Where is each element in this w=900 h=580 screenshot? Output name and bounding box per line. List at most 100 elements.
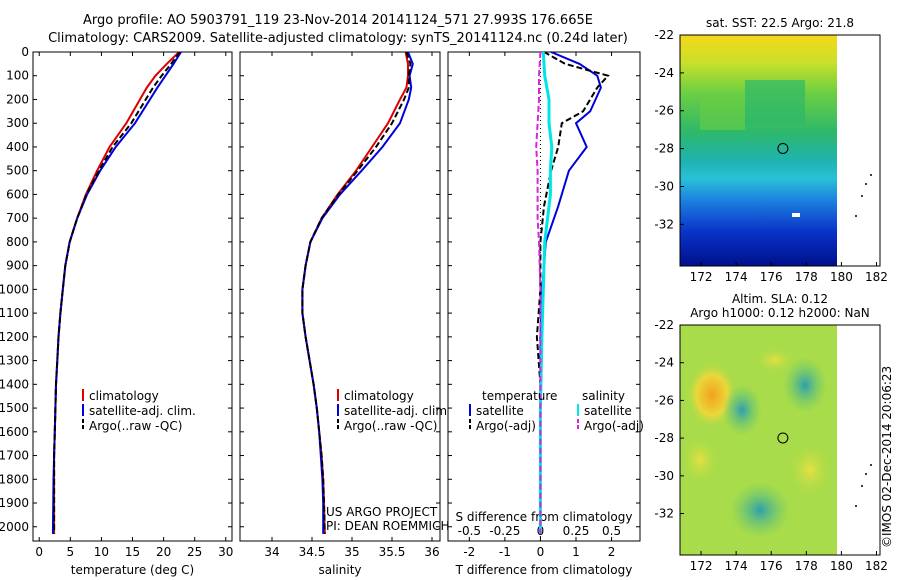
- map-x-tick-label: 182: [865, 559, 888, 573]
- legend-label: Argo(-adj): [584, 419, 644, 433]
- y-tick-label: 1800: [0, 472, 29, 486]
- map-y-tick-label: -32: [654, 507, 674, 521]
- x-tick-top-label: 0.25: [563, 524, 590, 538]
- y-tick-label: 500: [6, 164, 29, 178]
- y-tick-label: 400: [6, 140, 29, 154]
- sst-map-warm-patch: [745, 80, 805, 125]
- plot-frame: [239, 51, 441, 542]
- map-y-tick-label: -30: [654, 179, 674, 193]
- x-axis-label: temperature (deg C): [71, 563, 194, 577]
- sla-map-axes: 172 174 176 178 180 182 -22 -24 -26 -28 -30 -32 Alti…: [654, 292, 888, 573]
- map-x-tick-label: 180: [830, 270, 853, 284]
- map-y-tick-label: -32: [654, 217, 674, 231]
- x-tick-label: 1: [572, 545, 580, 559]
- sla-map-low-anomaly-2: [783, 357, 827, 413]
- y-tick-label: 1300: [0, 354, 29, 368]
- sst-map-field: [680, 35, 837, 266]
- argo-location-marker: [777, 432, 789, 444]
- argo-location-marker: [777, 142, 789, 154]
- map-x-tick-label: 172: [690, 270, 713, 284]
- header-line-1: Argo profile: AO 5903791_119 23-Nov-2014…: [83, 13, 593, 28]
- map-y-tick-label: -30: [654, 469, 674, 483]
- salinity-panel: 34 34.5 35 35.5 36 salinity climatologysatelli…: [239, 51, 451, 577]
- x-tick-label: 20: [156, 545, 171, 559]
- legend-group-label: temperature: [482, 389, 557, 403]
- map-x-tick-label: 172: [690, 559, 713, 573]
- header-line-2: Climatology: CARS2009. Satellite-adjuste…: [48, 31, 628, 46]
- map-title-line: Altim. SLA: 0.12: [732, 292, 828, 306]
- x-tick-label: 0: [35, 545, 43, 559]
- y-tick-label: 1900: [0, 496, 29, 510]
- credit-text: ©IMOS 02-Dec-2014 20:06:23: [880, 366, 894, 548]
- island-markers: [855, 174, 872, 507]
- plot-frame: [32, 51, 233, 542]
- y-tick-label: 300: [6, 116, 29, 130]
- y-tick-label: 1700: [0, 449, 29, 463]
- map-frame: [679, 324, 881, 556]
- x-tick-label: 34: [264, 545, 279, 559]
- y-tick-label: 700: [6, 211, 29, 225]
- x-tick-top-label: -0.5: [458, 524, 481, 538]
- map-x-tick-label: 178: [795, 270, 818, 284]
- x-tick-label: 0: [537, 545, 545, 559]
- map-y-tick-label: -28: [654, 431, 674, 445]
- map-title: sat. SST: 22.5 Argo: 21.8: [706, 16, 854, 30]
- legend-label: satellite: [584, 404, 632, 418]
- legend-label: climatology: [89, 389, 159, 403]
- x-tick-label: 2: [608, 545, 616, 559]
- map-x-tick-label: 174: [725, 270, 748, 284]
- map-y-tick-label: -26: [654, 393, 674, 407]
- x-tick-top-label: -0.25: [489, 524, 520, 538]
- y-tick-label: 100: [6, 69, 29, 83]
- series-line-argo: [53, 51, 181, 534]
- sla-map-high-anomaly-3: [680, 434, 720, 486]
- map-x-tick-label: 176: [760, 559, 783, 573]
- y-tick-label: 600: [6, 187, 29, 201]
- x-tick-label: 15: [125, 545, 140, 559]
- map-x-tick-label: 182: [865, 270, 888, 284]
- map-x-tick-label: 178: [795, 559, 818, 573]
- sla-map-low-anomaly-3: [730, 482, 790, 538]
- legend-label: Argo(-adj): [476, 419, 536, 433]
- map-y-tick-label: -22: [654, 28, 674, 42]
- map-x-tick-label: 174: [725, 559, 748, 573]
- x-tick-label: 10: [94, 545, 109, 559]
- x-tick-label: -2: [463, 545, 475, 559]
- y-tick-label: 200: [6, 92, 29, 106]
- x-tick-label: 35.5: [379, 545, 406, 559]
- y-tick-label: 1500: [0, 401, 29, 415]
- legend-label: climatology: [344, 389, 414, 403]
- y-tick-label: 1100: [0, 306, 29, 320]
- y-tick-label: 800: [6, 235, 29, 249]
- map-x-tick-label: 180: [830, 559, 853, 573]
- x-tick-label: 34.5: [299, 545, 326, 559]
- y-tick-label: 0: [21, 45, 29, 59]
- x-tick-top-label: 0.5: [602, 524, 621, 538]
- y-tick-label: 2000: [0, 520, 29, 534]
- series-line-salinity_argo: [535, 51, 542, 534]
- series-line-argo: [301, 51, 412, 534]
- legend-label: satellite-adj. clim.: [344, 404, 451, 418]
- map-x-tick-label: 176: [760, 270, 783, 284]
- x-axis-label: T difference from climatology: [455, 563, 633, 577]
- x-tick-label: 35: [344, 545, 359, 559]
- map-y-tick-label: -22: [654, 318, 674, 332]
- x-tick-label: 36: [424, 545, 439, 559]
- y-tick-label: 1200: [0, 330, 29, 344]
- sst-map-axes: 172 174 176 178 180 182 -22 -24 -26 -28 -30 -32 sat.…: [654, 16, 888, 284]
- y-tick-label: 1400: [0, 377, 29, 391]
- x-tick-label: 30: [218, 545, 233, 559]
- x-axis-label-top: S difference from climatology: [456, 510, 633, 524]
- legend-label: satellite: [476, 404, 524, 418]
- legend-label: satellite-adj. clim.: [89, 404, 196, 418]
- map-y-tick-label: -24: [654, 66, 674, 80]
- map-y-tick-label: -26: [654, 104, 674, 118]
- y-tick-label: 1000: [0, 282, 29, 296]
- difference-panel: -2 -1 0 1 2 T difference from climatology -0.5…: [447, 51, 644, 577]
- temperature-panel: 0 5 10 15 20 25 30 temperature (deg C) 0 100 200 30…: [0, 45, 233, 577]
- map-y-tick-label: -28: [654, 142, 674, 156]
- legend-group-label: salinity: [582, 389, 625, 403]
- x-axis-label: salinity: [318, 563, 361, 577]
